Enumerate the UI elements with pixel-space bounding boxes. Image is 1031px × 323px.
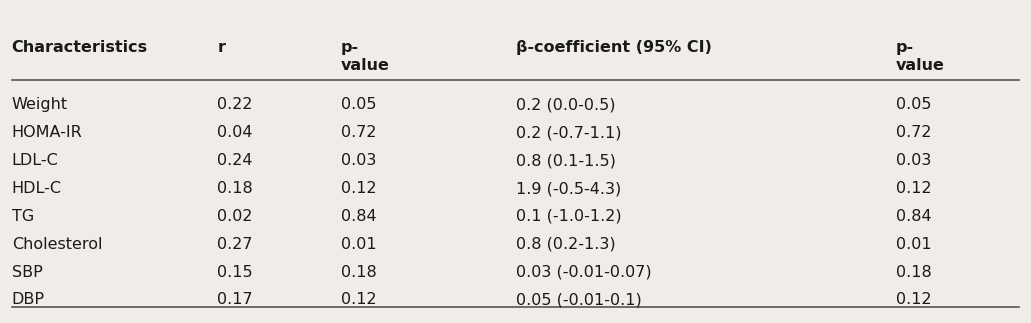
Text: 0.12: 0.12 (340, 292, 376, 307)
Text: 0.12: 0.12 (896, 181, 932, 196)
Text: 0.03 (-0.01-0.07): 0.03 (-0.01-0.07) (516, 265, 652, 280)
Text: 0.84: 0.84 (896, 209, 932, 224)
Text: 0.24: 0.24 (218, 153, 253, 168)
Text: HOMA-IR: HOMA-IR (11, 125, 82, 140)
Text: 0.22: 0.22 (218, 98, 253, 112)
Text: 0.84: 0.84 (340, 209, 376, 224)
Text: 0.72: 0.72 (340, 125, 376, 140)
Text: 0.03: 0.03 (340, 153, 376, 168)
Text: SBP: SBP (11, 265, 42, 280)
Text: Characteristics: Characteristics (11, 40, 147, 55)
Text: β-coefficient (95% CI): β-coefficient (95% CI) (516, 40, 711, 55)
Text: 0.27: 0.27 (218, 237, 253, 252)
Text: Weight: Weight (11, 98, 68, 112)
Text: 0.12: 0.12 (896, 292, 932, 307)
Text: 0.72: 0.72 (896, 125, 931, 140)
Text: DBP: DBP (11, 292, 44, 307)
Text: 0.05: 0.05 (340, 98, 376, 112)
Text: LDL-C: LDL-C (11, 153, 59, 168)
Text: 0.15: 0.15 (218, 265, 253, 280)
Text: 0.12: 0.12 (340, 181, 376, 196)
Text: 0.02: 0.02 (218, 209, 253, 224)
Text: 0.18: 0.18 (340, 265, 376, 280)
Text: 0.04: 0.04 (218, 125, 253, 140)
Text: 0.18: 0.18 (896, 265, 932, 280)
Text: r: r (218, 40, 226, 55)
Text: 0.8 (0.1-1.5): 0.8 (0.1-1.5) (516, 153, 616, 168)
Text: 0.18: 0.18 (218, 181, 253, 196)
Text: 0.05 (-0.01-0.1): 0.05 (-0.01-0.1) (516, 292, 641, 307)
Text: 0.17: 0.17 (218, 292, 253, 307)
Text: 0.01: 0.01 (896, 237, 932, 252)
Text: HDL-C: HDL-C (11, 181, 62, 196)
Text: p-
value: p- value (340, 40, 390, 73)
Text: 0.2 (0.0-0.5): 0.2 (0.0-0.5) (516, 98, 616, 112)
Text: 0.03: 0.03 (896, 153, 931, 168)
Text: 1.9 (-0.5-4.3): 1.9 (-0.5-4.3) (516, 181, 621, 196)
Text: 0.2 (-0.7-1.1): 0.2 (-0.7-1.1) (516, 125, 621, 140)
Text: 0.05: 0.05 (896, 98, 931, 112)
Text: 0.8 (0.2-1.3): 0.8 (0.2-1.3) (516, 237, 616, 252)
Text: TG: TG (11, 209, 34, 224)
Text: p-
value: p- value (896, 40, 944, 73)
Text: 0.1 (-1.0-1.2): 0.1 (-1.0-1.2) (516, 209, 621, 224)
Text: Cholesterol: Cholesterol (11, 237, 102, 252)
Text: 0.01: 0.01 (340, 237, 376, 252)
